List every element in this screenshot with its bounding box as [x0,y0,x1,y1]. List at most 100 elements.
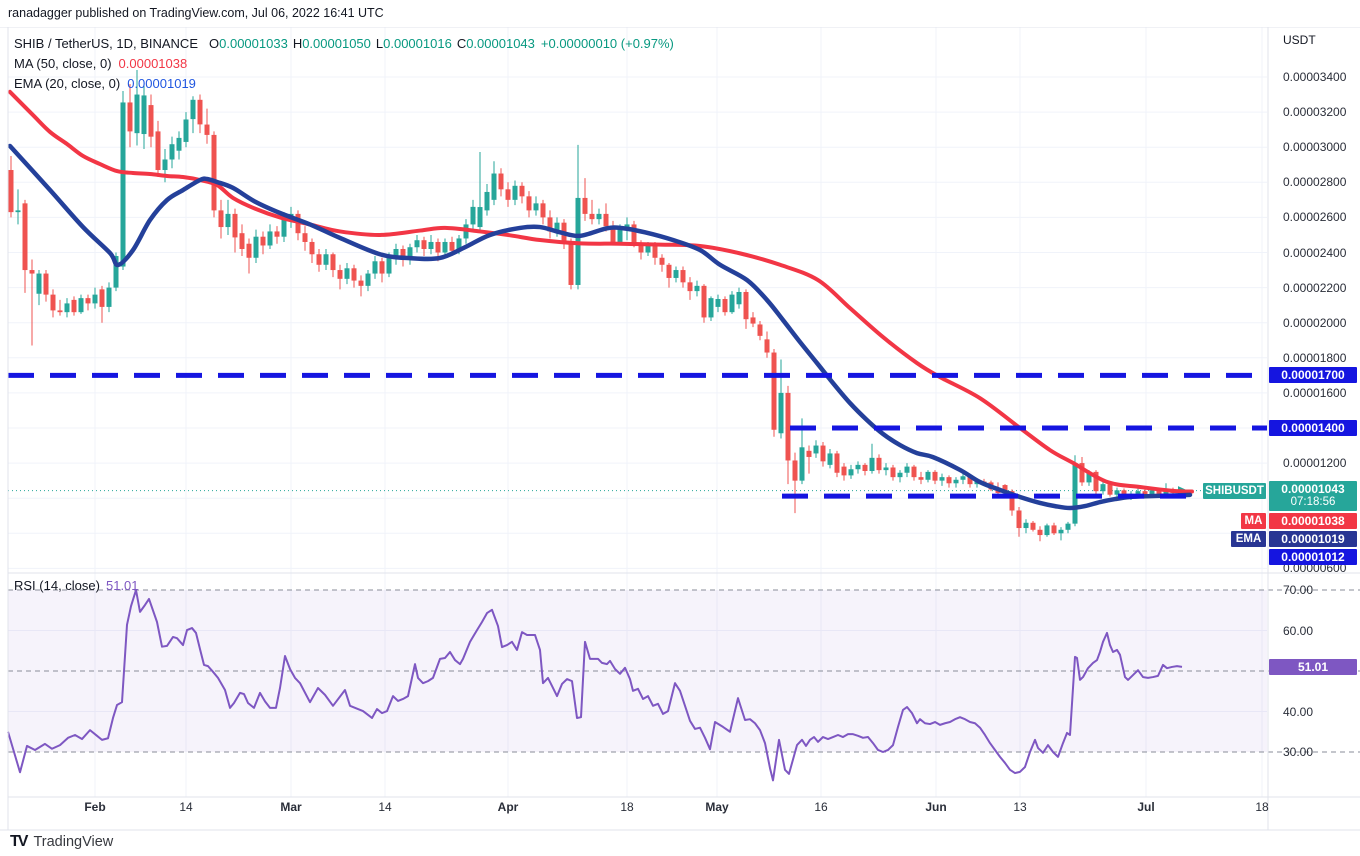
candle-body [848,469,854,476]
rsi-tick-label: 60.00 [1283,623,1314,638]
candle-body [897,472,903,478]
time-tick-label: Jul [1137,800,1155,814]
candle-body [162,159,168,171]
candle-body [106,287,112,307]
time-tick-label: 18 [620,800,634,814]
candle-body [540,203,546,218]
candle-body [449,241,455,251]
legend-ema-row[interactable]: EMA (20, close, 0) 0.00001019 [14,74,674,94]
candle-body [253,236,259,258]
candle-body [64,303,70,313]
candle-body [869,457,875,471]
candle-body [603,213,609,227]
candle-body [946,477,952,484]
legend-ma-row[interactable]: MA (50, close, 0) 0.00001038 [14,54,674,74]
time-tick-label: 14 [179,800,193,814]
candle-body [8,170,14,213]
candle-body [911,466,917,478]
candle-body [1009,491,1015,511]
change-value: +0.00000010 (+0.97%) [540,36,674,51]
candle-body [99,289,105,307]
tradingview-logo[interactable]: TV TradingView [10,833,113,851]
candle-body [169,144,175,160]
candle-body [148,105,154,137]
price-tick-label: 0.00001800 [1283,350,1347,365]
price-tick-label: 0.00003000 [1283,140,1347,155]
rsi-tick-label: 30.00 [1283,745,1314,759]
candle-body [281,217,287,237]
candle-body [330,254,336,271]
candle-body [582,197,588,214]
candle-body [1100,484,1106,492]
rsi-axis-badge: 51.01 [1269,658,1357,675]
publish-header: ranadagger published on TradingView.com,… [0,0,1360,27]
candle-body [673,270,679,278]
candle-body [904,466,910,473]
symbol-price-tag: SHIBUSDT [1203,483,1266,499]
candle-body [246,243,252,258]
level-1700-badge: 0.00001700 [1269,367,1357,384]
candle-body [309,241,315,255]
candle-body [1058,529,1064,534]
candle-body [43,273,49,295]
candle-body [967,476,973,485]
ma-indicator-name: MA (50, close, 0) [14,56,112,71]
candle-body [400,248,406,260]
candle-body [512,185,518,200]
candle-body [183,119,189,142]
ma-indicator-value: 0.00001038 [118,56,188,71]
price-tick-label: 0.00002600 [1283,210,1347,225]
ema-price-badge: 0.00001019 [1269,531,1357,547]
candle-body [792,460,798,481]
candle-body [806,450,812,457]
rsi-legend-row[interactable]: RSI (14, close) 51.01 [14,578,139,593]
candle-body [29,270,35,274]
candle-body [421,240,427,249]
candle-body [260,236,266,246]
tradingview-logo-text: TradingView [33,834,114,850]
candle-body [204,124,210,135]
price-tick-label: 0.00002400 [1283,245,1347,260]
price-tick-label: 0.00001600 [1283,385,1347,400]
candle-body [57,310,63,313]
candle-body [1037,529,1043,536]
candle-body [372,261,378,274]
candle-body [190,99,196,120]
candle-body [652,244,658,258]
candle-body [932,471,938,481]
candle-body [918,477,924,480]
candle-body [645,244,651,253]
candle-body [953,479,959,484]
candle-body [596,213,602,220]
candle-body [127,102,133,132]
symbol-title: SHIB / TetherUS, 1D, BINANCE [14,36,198,51]
ema-tag: EMA [1231,531,1266,547]
candle-body [1149,490,1155,496]
candle-body [1142,491,1148,496]
candle-body [666,264,672,278]
rsi-line [7,589,1183,782]
candle-body [50,294,56,311]
price-tick-label: 0.00002200 [1283,280,1347,295]
candle-body [1044,525,1050,536]
candle-body [414,240,420,248]
candle-body [78,298,84,313]
candle-body [337,270,343,279]
candle-body [519,185,525,197]
candle-body [778,392,784,434]
candle-body [505,189,511,200]
low-key: L [375,36,384,51]
candle-body [841,466,847,476]
candle-body [218,210,224,228]
candle-body [435,241,441,253]
legend-symbol-row[interactable]: SHIB / TetherUS, 1D, BINANCE O0.00001033 H… [14,34,674,54]
candle-body [1114,490,1120,495]
ema-indicator-name: EMA (20, close, 0) [14,76,121,91]
time-tick-label: 13 [1013,800,1027,814]
time-tick-label: Jun [925,800,947,814]
candle-body [176,137,182,151]
candle-body [316,254,322,265]
last-price-badge: 0.00001043 07:18:56 [1269,481,1357,511]
